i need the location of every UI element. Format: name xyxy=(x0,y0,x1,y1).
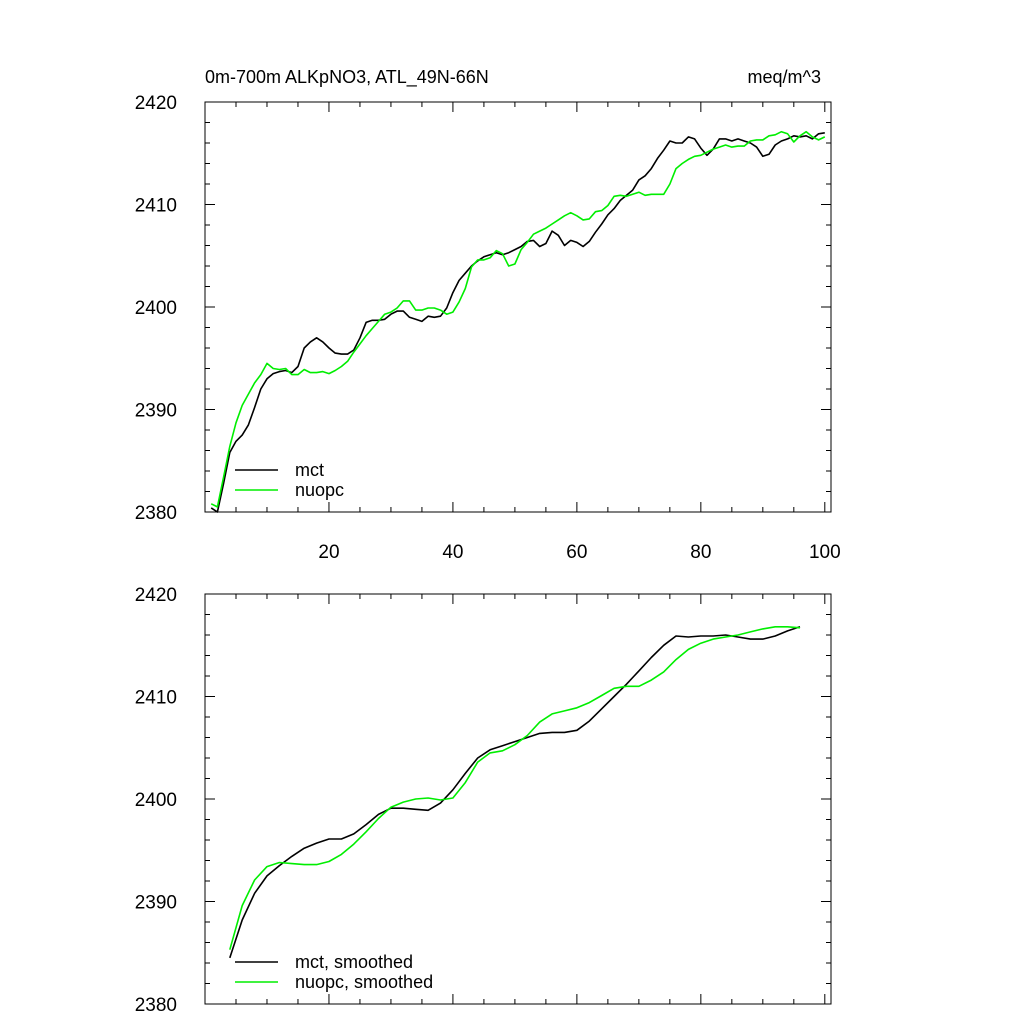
legend-label: nuopc, smoothed xyxy=(295,972,433,992)
chart-title: 0m-700m ALKpNO3, ATL_49N-66N xyxy=(205,67,489,88)
y-tick-label: 2420 xyxy=(135,585,177,606)
x-tick-label: 100 xyxy=(809,542,841,563)
plot-frame xyxy=(204,593,832,1005)
y-tick-label: 2400 xyxy=(135,790,177,811)
y-tick-label: 2380 xyxy=(135,503,177,524)
y-tick-label: 2410 xyxy=(135,196,177,217)
legend-label: nuopc xyxy=(295,480,344,500)
chart-units: meq/m^3 xyxy=(748,67,821,87)
plot-frame xyxy=(204,101,832,513)
x-tick-label: 40 xyxy=(442,542,463,563)
series-line-mct xyxy=(210,132,825,513)
series-line-mct-smoothed xyxy=(229,626,801,959)
series-line-nuopc-smoothed xyxy=(229,625,801,950)
legend-label: mct, smoothed xyxy=(295,952,413,972)
bottom-panel: 2380 2390 2400 2410 2420 mct, smoothednuopc, … xyxy=(135,585,832,1016)
series-line-nuopc xyxy=(210,130,826,508)
y-tick-label: 2380 xyxy=(135,995,177,1016)
x-tick-label: 20 xyxy=(318,542,339,563)
y-tick-label: 2390 xyxy=(135,893,177,914)
legend-label: mct xyxy=(295,460,324,480)
y-tick-label: 2400 xyxy=(135,298,177,319)
x-tick-label: 80 xyxy=(690,542,711,563)
y-tick-label: 2390 xyxy=(135,401,177,422)
x-tick-label: 60 xyxy=(566,542,587,563)
y-tick-label: 2410 xyxy=(135,688,177,709)
y-tick-label: 2420 xyxy=(135,93,177,114)
